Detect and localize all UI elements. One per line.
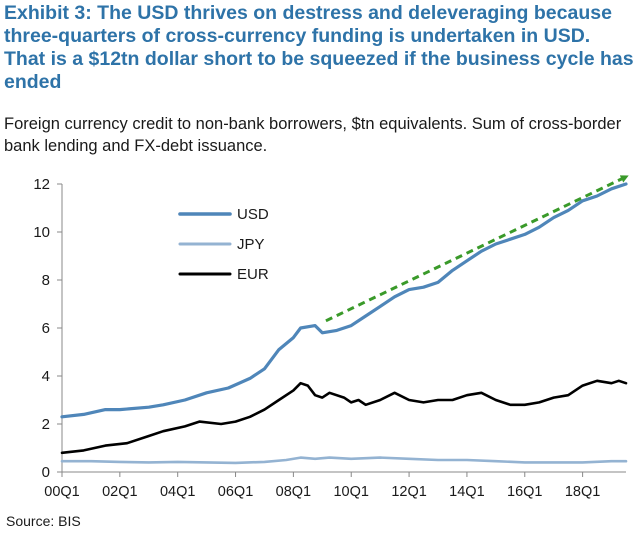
x-tick-label: 08Q1 [276,484,311,500]
y-tick-label: 2 [42,416,50,433]
chart-title: Exhibit 3: The USD thrives on destress a… [4,2,634,93]
series-line-jpy [60,456,628,465]
x-tick-label: 18Q1 [565,484,600,500]
legend-label-eur: EUR [237,266,269,283]
y-tick-label: 8 [42,272,50,289]
series-line-usd [60,182,628,419]
legend: USD JPY EUR [178,206,269,283]
y-tick-label: 4 [42,368,50,385]
legend-label-usd: USD [237,206,269,223]
y-tick-label: 12 [33,176,50,193]
y-tick-label: 10 [33,224,50,241]
legend-label-jpy: JPY [237,236,265,253]
y-tick-label: 0 [42,464,50,481]
x-tick-label: 12Q1 [391,484,426,500]
x-tick-label: 16Q1 [507,484,542,500]
y-tick-label: 6 [42,320,50,337]
source-note: Source: BIS [6,513,81,529]
x-tick-label: 14Q1 [449,484,484,500]
x-tick-label: 04Q1 [160,484,195,500]
axes: 0 2 4 6 8 10 12 00Q1 02Q1 04Q1 06Q1 08Q1 10Q1 12Q1 14Q… [33,176,626,500]
x-tick-label: 00Q1 [44,484,79,500]
series-group [60,182,628,465]
x-tick-label: 10Q1 [333,484,368,500]
series-line-eur [60,379,628,455]
x-tick-label: 02Q1 [102,484,137,500]
x-tick-label: 06Q1 [218,484,253,500]
trend-arrow [325,175,629,323]
annotations [325,175,629,323]
chart-subtitle: Foreign currency credit to non-bank borr… [4,115,622,155]
